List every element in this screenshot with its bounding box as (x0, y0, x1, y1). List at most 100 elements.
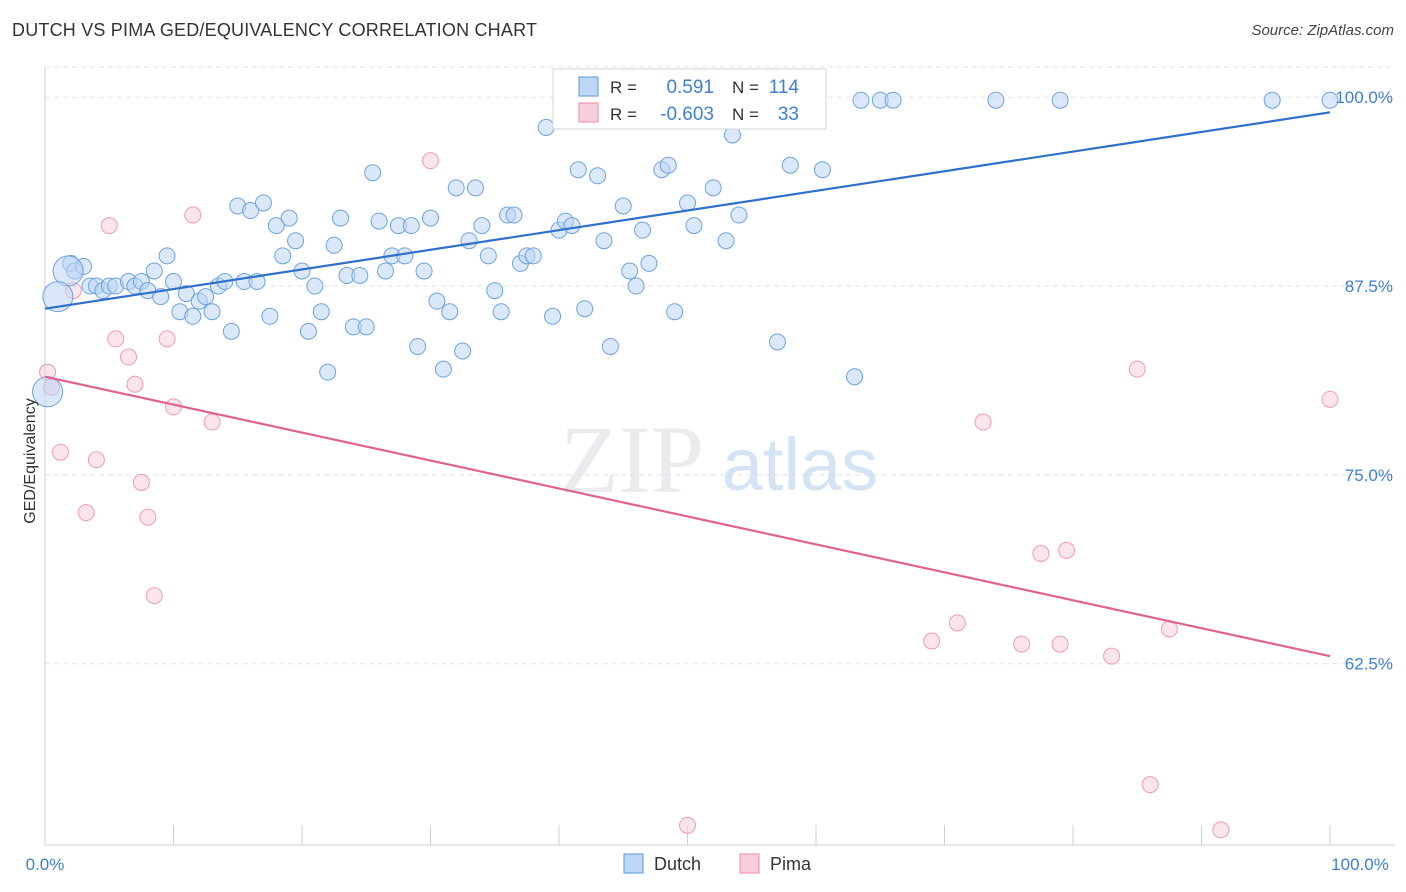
dutch-point (306, 277, 324, 295)
dutch-point (319, 363, 337, 381)
dutch-point (730, 206, 748, 224)
dutch-point (351, 266, 369, 284)
dutch-point (634, 221, 652, 239)
x-tick-label: 0.0% (26, 855, 65, 874)
dutch-point (434, 360, 452, 378)
dutch-point (184, 307, 202, 325)
dutch-point (370, 212, 388, 230)
dutch-point (222, 322, 240, 340)
pima-point (948, 614, 966, 632)
y-tick-label: 100.0% (1335, 88, 1393, 107)
dutch-point (614, 197, 632, 215)
dutch-point (595, 232, 613, 250)
dutch-point (627, 277, 645, 295)
dutch-point (274, 247, 292, 265)
dutch-point (145, 262, 163, 280)
dutch-point (505, 206, 523, 224)
pima-point (77, 504, 95, 522)
dutch-point (524, 247, 542, 265)
dutch-point (409, 337, 427, 355)
legend-swatch-pima (739, 853, 760, 874)
dutch-point (1263, 91, 1281, 109)
dutch-point (768, 333, 786, 351)
pima-point (1051, 635, 1069, 653)
dutch-point (454, 342, 472, 360)
pima-trend-line (44, 375, 1331, 658)
dutch-point (846, 368, 864, 386)
chart-title: DUTCH VS PIMA GED/EQUIVALENCY CORRELATIO… (12, 20, 538, 40)
pima-point (51, 443, 69, 461)
dutch-point (402, 217, 420, 235)
dutch-point (576, 300, 594, 318)
legend-r-label: R = (610, 105, 637, 124)
dutch-point (621, 262, 639, 280)
dutch-point (441, 303, 459, 321)
dutch-points (32, 91, 1339, 408)
dutch-point (460, 232, 478, 250)
dutch-point (312, 303, 330, 321)
dutch-point (589, 167, 607, 185)
legend-n-label: N = (732, 78, 759, 97)
pima-point (1141, 776, 1159, 794)
legend-swatch-dutch (623, 853, 644, 874)
legend-r-value: -0.603 (660, 104, 714, 125)
dutch-point (299, 322, 317, 340)
dutch-point (332, 209, 350, 227)
dutch-point (396, 247, 414, 265)
pima-point (1212, 821, 1230, 839)
pima-point (974, 413, 992, 431)
pima-point (1013, 635, 1031, 653)
dutch-point (415, 262, 433, 280)
dutch-point (422, 209, 439, 227)
dutch-point (544, 307, 562, 325)
tick-labels: 62.5% 75.0% 87.5% 100.0% 0.0% 100.0% (26, 88, 1393, 874)
pima-point (100, 217, 118, 235)
dutch-point (197, 288, 215, 306)
dutch-point (261, 307, 279, 325)
legend-label-dutch: Dutch (654, 854, 701, 874)
dutch-point (242, 202, 260, 220)
watermark-atlas: atlas (722, 423, 878, 506)
watermark-zip: ZIP (560, 406, 704, 513)
pima-point (87, 451, 105, 469)
dutch-point (447, 179, 465, 197)
dutch-point (852, 91, 870, 109)
legend-label-pima: Pima (770, 854, 812, 874)
dutch-point (781, 156, 799, 174)
dutch-point (569, 161, 587, 179)
legend-n-value: 33 (778, 104, 799, 125)
dutch-point (685, 217, 703, 235)
pima-point (203, 413, 221, 431)
dutch-point (325, 236, 343, 254)
correlation-legend: R = 0.591 N = 114 R = -0.603 N = 33 (552, 68, 827, 130)
dutch-point (473, 217, 491, 235)
grid (45, 66, 1395, 665)
legend-n-label: N = (732, 105, 759, 124)
pima-point (1103, 647, 1121, 665)
dutch-point (704, 179, 722, 197)
x-tick-label: 100.0% (1331, 855, 1389, 874)
y-tick-label: 62.5% (1345, 655, 1393, 674)
dutch-point (492, 303, 510, 321)
dutch-point (479, 247, 497, 265)
pima-point (107, 330, 125, 348)
pima-point (1128, 360, 1146, 378)
dutch-point (659, 156, 677, 174)
dutch-point (601, 337, 619, 355)
pima-point (184, 206, 202, 224)
dutch-trend-line (44, 111, 1331, 310)
dutch-point (377, 262, 395, 280)
dutch-point (254, 194, 272, 212)
trend-lines (44, 111, 1331, 658)
dutch-point (42, 281, 74, 313)
dutch-point (177, 285, 195, 303)
pima-point (422, 152, 439, 170)
pima-point (126, 375, 144, 393)
dutch-point (666, 303, 684, 321)
dutch-point (563, 217, 581, 235)
dutch-point (287, 232, 305, 250)
legend-r-value: 0.591 (666, 77, 714, 98)
legend-swatch-dutch (578, 76, 599, 97)
y-tick-label: 75.0% (1345, 466, 1393, 485)
